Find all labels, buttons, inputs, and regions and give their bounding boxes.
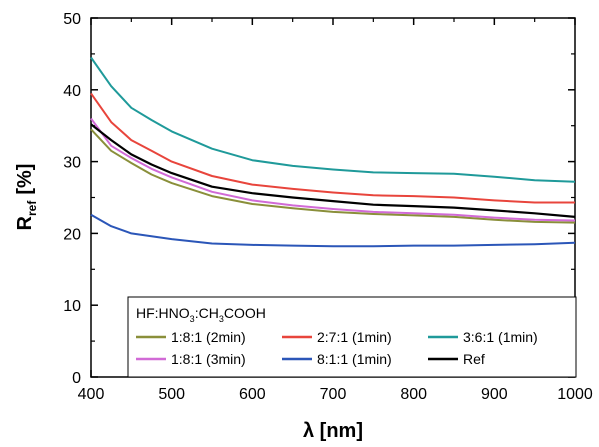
legend-label-3-6-1-1min: 3:6:1 (1min) [463, 329, 538, 345]
y-axis: 0 10 20 30 40 50 [63, 11, 575, 387]
legend-title-part-1: HF:HNO [136, 305, 190, 321]
y-tick-label: 40 [63, 83, 81, 100]
series-line-1-8-1-2min [90, 128, 576, 224]
legend-title-part-2: :CH [195, 305, 219, 321]
legend-label-8-1-1-1min: 8:1:1 (1min) [317, 351, 392, 367]
x-tick-label: 800 [400, 386, 427, 403]
legend-label-1-8-1-2min: 1:8:1 (2min) [171, 329, 246, 345]
y-tick-label: 30 [63, 155, 81, 172]
series-line-1-8-1-3min [90, 117, 576, 222]
x-tick-label: 700 [320, 386, 347, 403]
y-tick-label: 20 [63, 226, 81, 243]
x-tick-label: 400 [78, 386, 105, 403]
series-line-ref [90, 123, 576, 218]
x-tick-label: 500 [158, 386, 185, 403]
y-axis-title: Rref [%] [14, 164, 39, 231]
y-axis-title-subscript: ref [25, 200, 39, 216]
legend-label-1-8-1-3min: 1:8:1 (3min) [171, 351, 246, 367]
legend-label-ref: Ref [463, 351, 485, 367]
series-line-8-1-1-1min [90, 213, 576, 248]
x-axis-title: λ [nm] [303, 420, 363, 442]
x-tick-label: 900 [481, 386, 508, 403]
y-tick-label: 0 [72, 370, 81, 387]
x-tick-label: 1000 [557, 386, 593, 403]
y-axis-title-text: Rref [%] [14, 164, 39, 231]
y-axis-title-main: R [14, 215, 36, 230]
series-line-2-7-1-1min [90, 92, 575, 204]
legend-label-2-7-1-1min: 2:7:1 (1min) [317, 329, 392, 345]
legend-title: HF:HNO3:CH3COOH [136, 305, 266, 324]
legend-title-sub-2: 3 [219, 314, 224, 324]
y-tick-label: 50 [63, 11, 81, 28]
y-tick-label: 10 [63, 298, 81, 315]
legend-title-sub-1: 3 [190, 314, 195, 324]
legend-box [127, 296, 577, 378]
legend-title-part-3: COOH [224, 305, 266, 321]
y-axis-title-unit: [%] [14, 164, 36, 195]
series-line-3-6-1-1min [90, 56, 576, 183]
series-layer [90, 56, 576, 248]
x-axis: 400 500 600 700 800 900 1000 [78, 18, 593, 403]
legend: HF:HNO3:CH3COOH 1:8:1 (2min) 2:7:1 (1min)… [127, 296, 577, 378]
legend-entries: 1:8:1 (2min) 2:7:1 (1min) 3:6:1 (1min) 1:8:… [136, 329, 538, 367]
x-tick-label: 600 [239, 386, 266, 403]
